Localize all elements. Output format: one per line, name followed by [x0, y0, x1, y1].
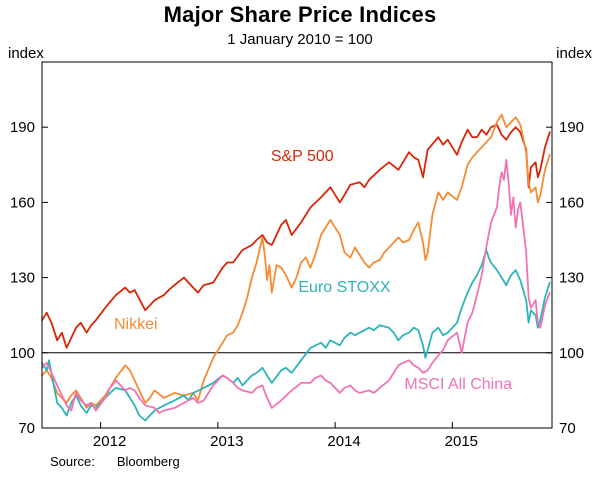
series-label-euro-stoxx: Euro STOXX	[298, 278, 391, 296]
series-line-s-p-500	[41, 123, 551, 349]
series-line-euro-stoxx	[41, 249, 551, 422]
source-label: Source:	[50, 454, 95, 469]
x-tick-label: 2015	[445, 433, 478, 450]
y-tick-label-left: 100	[10, 345, 35, 362]
chart-title: Major Share Price Indices	[163, 2, 437, 27]
y-axis-unit-left: index	[8, 45, 44, 62]
y-tick-label-right: 160	[559, 194, 584, 211]
series-line-nikkei	[41, 113, 551, 409]
y-tick-label-left: 130	[10, 270, 35, 287]
series-label-msci-all-china: MSCI All China	[404, 376, 512, 394]
source-value: Bloomberg	[116, 454, 180, 469]
y-tick-label-right: 130	[559, 270, 584, 287]
chart-subtitle: 1 January 2010 = 100	[227, 31, 373, 48]
y-tick-label-right: 100	[559, 345, 584, 362]
x-tick-label: 2013	[210, 433, 243, 450]
y-tick-label-right: 190	[559, 119, 584, 136]
source-line: Source: Bloomberg	[50, 454, 180, 469]
y-tick-label-left: 160	[10, 194, 35, 211]
y-tick-label-left: 190	[10, 119, 35, 136]
y-tick-label-right: 70	[559, 420, 576, 437]
y-axis-unit-right: index	[556, 45, 592, 62]
series-label-sp500: S&P 500	[270, 148, 334, 166]
y-tick-label-left: 70	[18, 420, 35, 437]
x-tick-label: 2012	[93, 433, 126, 450]
series-line-msci-all-china	[41, 158, 551, 414]
x-tick-label: 2014	[327, 433, 360, 450]
series-label-nikkei: Nikkei	[114, 316, 158, 334]
plot-border	[41, 61, 553, 429]
